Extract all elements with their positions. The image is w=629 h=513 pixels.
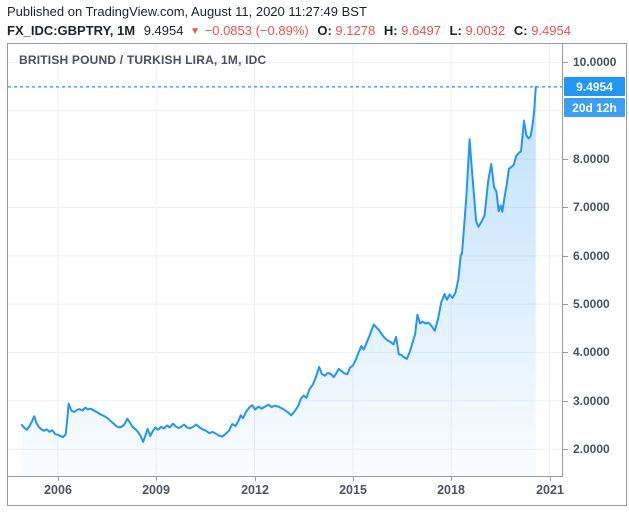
time-axis-tick xyxy=(255,477,256,481)
time-axis-tick xyxy=(58,477,59,481)
price-axis-label: 2.0000 xyxy=(563,441,610,457)
price-change: −0.0853 (−0.89%) xyxy=(204,23,309,38)
time-axis-tick xyxy=(451,477,452,481)
high-label: H: xyxy=(383,23,398,38)
high-value: 9.6497 xyxy=(401,23,441,38)
chart-plot-area[interactable]: BRITISH POUND / TURKISH LIRA, 1M, IDC xyxy=(8,44,563,477)
time-axis[interactable]: 2006 2009 2012 2015 2018 2021 xyxy=(8,477,626,505)
low-value: 9.0032 xyxy=(465,23,506,38)
time-axis-label: 2012 xyxy=(241,483,269,497)
time-axis-tick xyxy=(353,477,354,481)
chart-legend: BRITISH POUND / TURKISH LIRA, 1M, IDC xyxy=(19,53,267,67)
open-label: O: xyxy=(317,23,332,38)
price-chart-svg xyxy=(8,44,562,476)
price-line-series xyxy=(20,85,537,443)
symbol-status-row: FX_IDC:GBPTRY, 1M 9.4954 ▼ −0.0853 (−0.8… xyxy=(7,23,571,38)
price-axis-label: 3.0000 xyxy=(563,393,610,409)
symbol-name: FX_IDC:GBPTRY, 1M xyxy=(7,23,136,38)
price-axis[interactable]: 9.4954 20d 12h 10.0000 8.0000 7.0000 6.0000… xyxy=(563,44,626,477)
close-label: C: xyxy=(513,23,528,38)
price-axis-label: 4.0000 xyxy=(563,344,610,360)
time-axis-label: 2021 xyxy=(536,483,564,497)
time-axis-tick xyxy=(550,477,551,481)
last-price: 9.4954 xyxy=(143,23,184,38)
close-value: 9.4954 xyxy=(531,23,571,38)
price-axis-label: 10.0000 xyxy=(563,54,616,70)
time-axis-label: 2018 xyxy=(437,483,465,497)
last-price-tag: 9.4954 xyxy=(564,77,625,96)
price-axis-label: 7.0000 xyxy=(563,199,610,215)
bar-countdown-tag: 20d 12h xyxy=(564,98,625,117)
open-value: 9.1278 xyxy=(335,23,376,38)
price-axis-label: 5.0000 xyxy=(563,296,610,312)
low-label: L: xyxy=(449,23,462,38)
time-axis-tick xyxy=(156,477,157,481)
time-axis-label: 2006 xyxy=(44,483,72,497)
chart-frame: BRITISH POUND / TURKISH LIRA, 1M, IDC 9.… xyxy=(7,43,627,506)
price-axis-label: 6.0000 xyxy=(563,248,610,264)
price-axis-label: 8.0000 xyxy=(563,151,610,167)
area-fill xyxy=(21,86,536,476)
published-line: Published on TradingView.com, August 11,… xyxy=(7,4,367,19)
price-down-icon: ▼ xyxy=(190,26,201,37)
time-axis-label: 2009 xyxy=(142,483,170,497)
time-axis-label: 2015 xyxy=(339,483,367,497)
